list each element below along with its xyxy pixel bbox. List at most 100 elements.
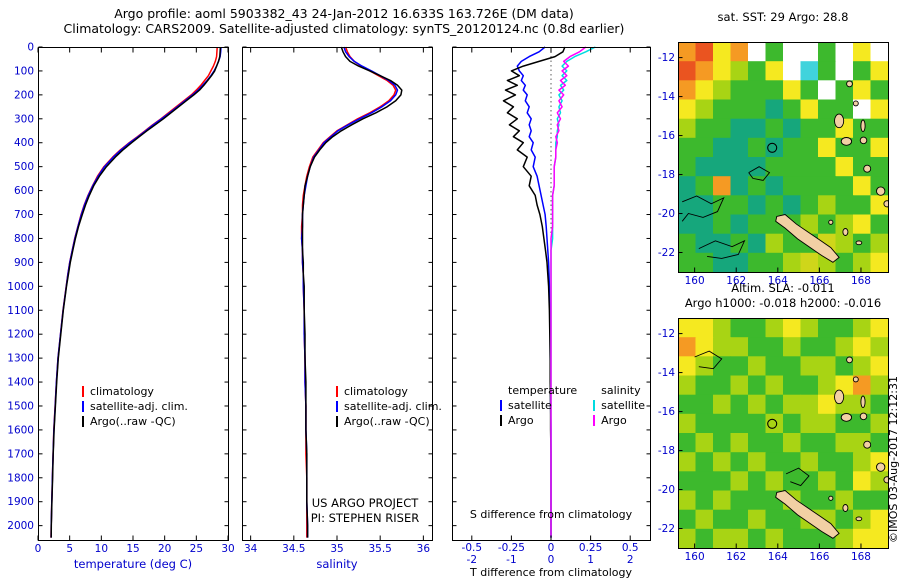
argo-line-key	[82, 416, 84, 427]
svg-text:5: 5	[66, 543, 73, 555]
figure-title: Argo profile: aoml 5903382_43 24-Jan-201…	[114, 6, 574, 21]
svg-text:-20: -20	[658, 484, 675, 496]
salinity-legend: climatology satellite-adj. clim. Argo(..…	[336, 384, 442, 429]
svg-text:-14: -14	[658, 91, 675, 103]
svg-text:-0.5: -0.5	[462, 542, 483, 554]
svg-text:-22: -22	[658, 247, 675, 259]
svg-text:168: 168	[851, 275, 871, 287]
svg-text:30: 30	[221, 543, 234, 555]
svg-text:-1: -1	[506, 554, 516, 566]
svg-text:160: 160	[685, 275, 705, 287]
svg-text:700: 700	[14, 209, 34, 221]
svg-text:35: 35	[330, 543, 343, 555]
svg-text:500: 500	[14, 161, 34, 173]
svg-text:1: 1	[587, 554, 594, 566]
svg-text:36: 36	[417, 543, 431, 555]
legend-item-argo: Argo(..raw -QC)	[82, 414, 188, 429]
svg-text:-0.25: -0.25	[498, 542, 525, 554]
us-argo-project-note: US ARGO PROJECT	[311, 496, 419, 510]
s-satellite-line-key	[593, 400, 596, 411]
legend-item-climatology: climatology	[82, 384, 188, 399]
sst-map-title: sat. SST: 29 Argo: 28.8	[717, 10, 849, 24]
svg-text:1300: 1300	[7, 353, 34, 365]
svg-text:0: 0	[548, 554, 555, 566]
svg-text:15: 15	[126, 543, 139, 555]
difference-legend: temperature satellite Argo salinity sate…	[500, 383, 645, 428]
svg-text:20: 20	[158, 543, 171, 555]
svg-text:1900: 1900	[7, 496, 34, 508]
svg-text:0: 0	[35, 543, 42, 555]
salinity-axis-label: salinity	[316, 557, 358, 571]
svg-text:300: 300	[14, 113, 34, 125]
svg-text:1600: 1600	[7, 424, 34, 436]
legend-item-t-argo: Argo	[500, 413, 577, 428]
svg-text:100: 100	[14, 65, 34, 77]
svg-text:34.5: 34.5	[282, 543, 305, 555]
svg-text:166: 166	[809, 275, 829, 287]
svg-text:164: 164	[768, 551, 788, 563]
svg-text:1800: 1800	[7, 472, 34, 484]
satellite-adj-line-key	[336, 401, 338, 412]
legend-header-salinity: salinity	[601, 384, 641, 397]
svg-text:-16: -16	[658, 130, 675, 142]
svg-text:10: 10	[95, 543, 108, 555]
argo-heights-note: Argo h1000: -0.018 h2000: -0.016	[684, 296, 882, 310]
svg-text:168: 168	[851, 551, 871, 563]
temperature-legend: climatology satellite-adj. clim. Argo(..…	[82, 384, 188, 429]
t-argo-line-key	[500, 415, 502, 426]
satellite-adj-line-key	[82, 401, 84, 412]
legend-item-t-satellite: satellite	[500, 398, 577, 413]
svg-text:160: 160	[685, 551, 705, 563]
svg-text:1100: 1100	[7, 305, 34, 317]
svg-text:-2: -2	[467, 554, 477, 566]
svg-text:-18: -18	[658, 169, 675, 181]
t-difference-label: T difference from climatology	[470, 566, 632, 579]
climatology-line-key	[336, 386, 338, 397]
svg-text:1000: 1000	[7, 281, 34, 293]
svg-text:2: 2	[627, 554, 634, 566]
svg-text:1700: 1700	[7, 448, 34, 460]
imos-watermark: ©IMOS 03-Aug-2017 12:12:31	[887, 376, 900, 543]
svg-text:162: 162	[726, 275, 746, 287]
svg-text:162: 162	[726, 551, 746, 563]
svg-text:-18: -18	[658, 445, 675, 457]
svg-text:166: 166	[809, 551, 829, 563]
svg-text:0: 0	[548, 542, 555, 554]
svg-text:400: 400	[14, 137, 34, 149]
s-difference-label: S difference from climatology	[469, 508, 633, 521]
svg-text:0.25: 0.25	[579, 542, 602, 554]
climatology-line-key	[82, 386, 84, 397]
svg-text:0.5: 0.5	[622, 542, 639, 554]
svg-text:1400: 1400	[7, 377, 34, 389]
legend-item-satellite-adj: satellite-adj. clim.	[82, 399, 188, 414]
svg-text:35.5: 35.5	[368, 543, 391, 555]
svg-text:25: 25	[190, 543, 203, 555]
legend-header-temperature: temperature	[508, 384, 578, 397]
legend-item-climatology: climatology	[336, 384, 442, 399]
svg-text:1500: 1500	[7, 400, 34, 412]
legend-item-argo: Argo(..raw -QC)	[336, 414, 442, 429]
argo-line-key	[336, 416, 338, 427]
svg-text:164: 164	[768, 275, 788, 287]
svg-text:600: 600	[14, 185, 34, 197]
figure-subtitle: Climatology: CARS2009. Satellite-adjuste…	[63, 21, 625, 36]
altimetry-sla-note: Altim. SLA: -0.011	[731, 281, 835, 295]
svg-text:-12: -12	[658, 328, 675, 340]
svg-text:-22: -22	[658, 523, 675, 535]
svg-text:-12: -12	[658, 52, 675, 64]
svg-text:0: 0	[27, 42, 34, 54]
legend-item-s-satellite: satellite	[593, 398, 645, 413]
temperature-axis-label: temperature (deg C)	[73, 557, 193, 571]
svg-text:-14: -14	[658, 367, 675, 379]
difference-legend-temperature-column: temperature satellite Argo	[500, 383, 577, 428]
t-satellite-line-key	[500, 400, 502, 411]
svg-text:34: 34	[244, 543, 258, 555]
svg-text:200: 200	[14, 89, 34, 101]
svg-text:900: 900	[14, 257, 34, 269]
svg-text:800: 800	[14, 233, 34, 245]
svg-text:-16: -16	[658, 406, 675, 418]
svg-text:1200: 1200	[7, 329, 34, 341]
s-argo-line-key	[593, 415, 596, 426]
